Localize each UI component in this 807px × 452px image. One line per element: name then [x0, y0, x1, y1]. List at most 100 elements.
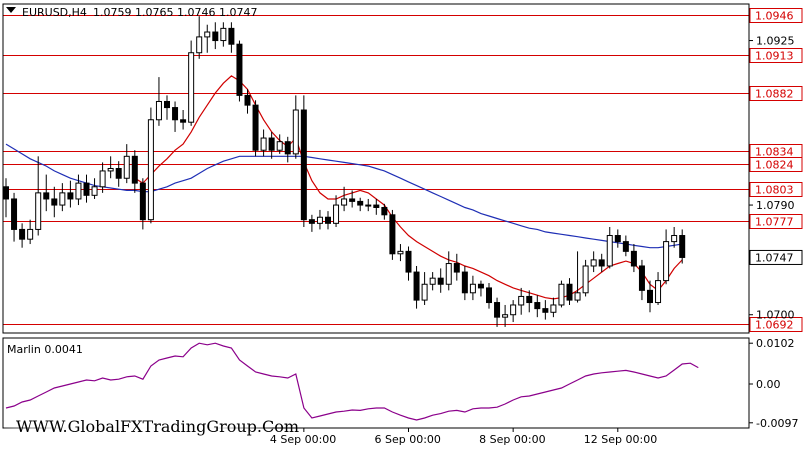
oscillator-tick-label: 0.00 — [756, 378, 781, 391]
candle — [252, 100, 259, 157]
candle-body — [437, 277, 444, 285]
candle — [123, 144, 130, 184]
candle-body — [67, 192, 74, 200]
candle-body — [59, 192, 66, 206]
candle — [679, 229, 686, 264]
candle — [655, 272, 662, 305]
candle — [413, 265, 420, 309]
candle-body — [486, 287, 492, 304]
price-tick-label: 1.0925 — [756, 35, 795, 48]
candle-body — [638, 265, 645, 291]
candle-body — [35, 192, 42, 230]
level-label: 1.0692 — [755, 319, 794, 332]
candle-body — [655, 280, 662, 304]
candle-body — [107, 168, 114, 172]
candle — [27, 219, 34, 245]
candle — [333, 195, 340, 227]
candle-body — [123, 155, 130, 179]
candle-body — [11, 198, 18, 230]
candle — [172, 101, 179, 132]
candle-body — [421, 283, 428, 301]
candle — [365, 198, 372, 212]
candle-body — [679, 235, 686, 258]
candle-body — [349, 198, 356, 202]
candle-body — [413, 271, 420, 301]
candle — [477, 280, 484, 297]
dropdown-triangle-icon[interactable] — [6, 7, 16, 13]
candle — [429, 272, 436, 291]
candle-body — [155, 100, 162, 121]
candle — [260, 129, 267, 157]
candle-body — [550, 304, 557, 313]
candle-body — [445, 263, 452, 285]
candle — [381, 203, 388, 220]
candle-body — [308, 219, 315, 224]
candle-body — [99, 170, 106, 188]
candle — [453, 253, 460, 281]
candle-body — [606, 235, 613, 267]
candle-body — [566, 283, 573, 301]
level-label-box — [749, 214, 803, 229]
candle — [51, 186, 58, 218]
candle-body — [405, 250, 412, 273]
candle-body — [502, 314, 509, 318]
time-tick-label: 6 Sep 00:00 — [375, 433, 441, 446]
candle — [638, 259, 645, 301]
candle — [35, 156, 42, 236]
candle-body — [196, 36, 203, 54]
candle-body — [582, 265, 589, 294]
indicator-label: Marlin 0.0041 — [7, 343, 83, 356]
candle-body — [325, 216, 331, 224]
candle-body — [526, 295, 533, 304]
candle-body — [671, 235, 678, 243]
candle-body — [172, 107, 179, 121]
candle-body — [397, 250, 404, 255]
candle-body — [228, 27, 235, 45]
candle — [83, 174, 90, 203]
candle — [486, 283, 492, 309]
candle — [590, 251, 597, 273]
candle — [663, 229, 670, 285]
candle — [598, 253, 605, 273]
candle-body — [300, 109, 307, 221]
candle-body — [518, 295, 525, 306]
candle — [574, 251, 581, 303]
candle — [316, 209, 323, 230]
candle — [421, 272, 428, 305]
slow-moving-average-line — [5, 143, 683, 249]
candle — [268, 131, 275, 159]
oscillator-tick-label: -0.0097 — [756, 417, 798, 430]
level-label: 1.0913 — [755, 50, 794, 63]
ohlc-label: 1.0759 1.0765 1.0746 1.0747 — [93, 6, 257, 19]
candle — [510, 300, 517, 323]
candle — [99, 162, 106, 193]
level-label-box — [749, 182, 803, 197]
candle-body — [647, 289, 653, 304]
candle-body — [43, 192, 50, 200]
level-label-box — [749, 157, 803, 172]
candle — [131, 150, 138, 193]
candle-body — [316, 216, 323, 224]
candle-body — [19, 228, 26, 240]
candle — [518, 287, 525, 315]
candle-body — [389, 214, 396, 255]
candle — [228, 22, 235, 53]
candle — [164, 95, 170, 120]
candle — [349, 190, 356, 208]
candle-body — [630, 250, 637, 267]
candle-body — [357, 200, 364, 206]
candle — [341, 186, 348, 212]
candle-body — [333, 204, 340, 224]
candle-body — [663, 241, 670, 282]
candle — [550, 297, 557, 318]
current-price-label: 1.0747 — [755, 251, 794, 264]
candle — [300, 95, 307, 227]
level-label: 1.0834 — [755, 146, 794, 159]
level-label: 1.0882 — [755, 88, 794, 101]
candle — [180, 110, 187, 130]
candle-body — [236, 43, 243, 96]
candle-body — [477, 283, 484, 289]
candle-body — [558, 283, 565, 306]
